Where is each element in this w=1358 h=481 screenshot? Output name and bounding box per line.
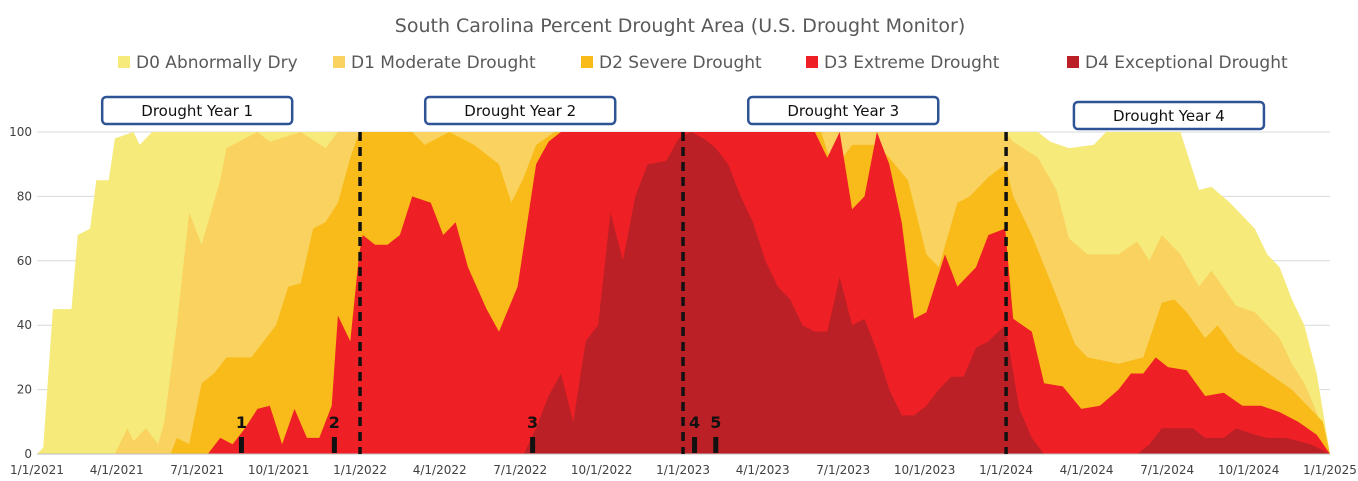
chart-legend: D0 Abnormally Dry D1 Moderate Drought D2 S… <box>118 53 1288 73</box>
x-tick-label: 4/1/2022 <box>413 463 467 477</box>
legend-swatch <box>333 56 345 68</box>
x-tick-label: 1/1/2022 <box>333 463 387 477</box>
x-tick-label: 4/1/2024 <box>1060 463 1114 477</box>
event-marker-label: 3 <box>527 413 538 432</box>
y-tick-label: 20 <box>17 383 32 397</box>
x-tick-label: 1/1/2021 <box>10 463 64 477</box>
x-tick-label: 1/1/2023 <box>656 463 710 477</box>
year-box-label: Drought Year 3 <box>787 102 899 120</box>
x-tick-label: 10/1/2023 <box>894 463 956 477</box>
y-tick-label: 60 <box>17 254 32 268</box>
legend-item-d4-exceptional-drought: D4 Exceptional Drought <box>1067 53 1288 73</box>
legend-item-d1-moderate-drought: D1 Moderate Drought <box>333 53 536 73</box>
event-marker-4: 4 <box>689 413 700 453</box>
x-tick-label: 10/1/2021 <box>248 463 310 477</box>
year-box-label: Drought Year 1 <box>141 102 253 120</box>
x-tick-label: 7/1/2021 <box>170 463 224 477</box>
event-marker-1: 1 <box>236 413 247 453</box>
event-marker-3: 3 <box>527 413 538 453</box>
chart-title: South Carolina Percent Drought Area (U.S… <box>395 15 965 37</box>
x-tick-label: 10/1/2022 <box>571 463 633 477</box>
legend-item-d0-abnormally-dry: D0 Abnormally Dry <box>118 53 298 73</box>
event-marker-bar <box>692 437 698 453</box>
x-tick-label: 4/1/2023 <box>736 463 790 477</box>
legend-item-d3-extreme-drought: D3 Extreme Drought <box>806 53 1000 73</box>
event-marker-label: 2 <box>329 413 340 432</box>
legend-swatch <box>806 56 818 68</box>
event-marker-2: 2 <box>329 413 340 453</box>
x-tick-label: 1/1/2024 <box>979 463 1033 477</box>
year-box-label: Drought Year 4 <box>1113 107 1225 125</box>
year-box-frame <box>1072 100 1266 131</box>
year-box-frame <box>100 95 294 126</box>
legend-label: D2 Severe Drought <box>599 53 762 73</box>
legend-item-d2-severe-drought: D2 Severe Drought <box>581 53 762 73</box>
event-marker-bar <box>530 437 536 453</box>
x-tick-label: 1/1/2025 <box>1303 463 1357 477</box>
event-marker-label: 5 <box>710 413 721 432</box>
y-tick-label: 40 <box>17 318 32 332</box>
annotations: Drought Year 1 Drought Year 2 Drought Year… <box>100 95 1266 454</box>
year-box-4: Drought Year 4 <box>1072 100 1266 131</box>
legend-swatch <box>1067 56 1079 68</box>
event-marker-bar <box>713 437 719 453</box>
legend-label: D3 Extreme Drought <box>824 53 1000 73</box>
legend-label: D1 Moderate Drought <box>351 53 536 73</box>
year-box-label: Drought Year 2 <box>464 102 576 120</box>
legend-label: D0 Abnormally Dry <box>136 53 298 73</box>
year-box-1: Drought Year 1 <box>100 95 294 126</box>
x-tick-label: 7/1/2024 <box>1140 463 1194 477</box>
x-tick-label: 10/1/2024 <box>1218 463 1280 477</box>
legend-label: D4 Exceptional Drought <box>1085 53 1288 73</box>
event-marker-5: 5 <box>710 413 721 453</box>
event-marker-label: 1 <box>236 413 247 432</box>
event-marker-bar <box>331 437 337 453</box>
year-box-3: Drought Year 3 <box>746 95 940 126</box>
x-tick-label: 7/1/2023 <box>816 463 870 477</box>
event-marker-label: 4 <box>689 413 700 432</box>
y-tick-label: 0 <box>24 447 32 461</box>
y-tick-label: 80 <box>17 189 32 203</box>
legend-swatch <box>581 56 593 68</box>
year-box-2: Drought Year 2 <box>423 95 617 126</box>
legend-swatch <box>118 56 130 68</box>
x-tick-label: 7/1/2022 <box>493 463 547 477</box>
event-marker-bar <box>238 437 244 453</box>
y-tick-label: 100 <box>9 125 32 139</box>
year-box-frame <box>746 95 940 126</box>
x-tick-label: 4/1/2021 <box>90 463 144 477</box>
year-box-frame <box>423 95 617 126</box>
